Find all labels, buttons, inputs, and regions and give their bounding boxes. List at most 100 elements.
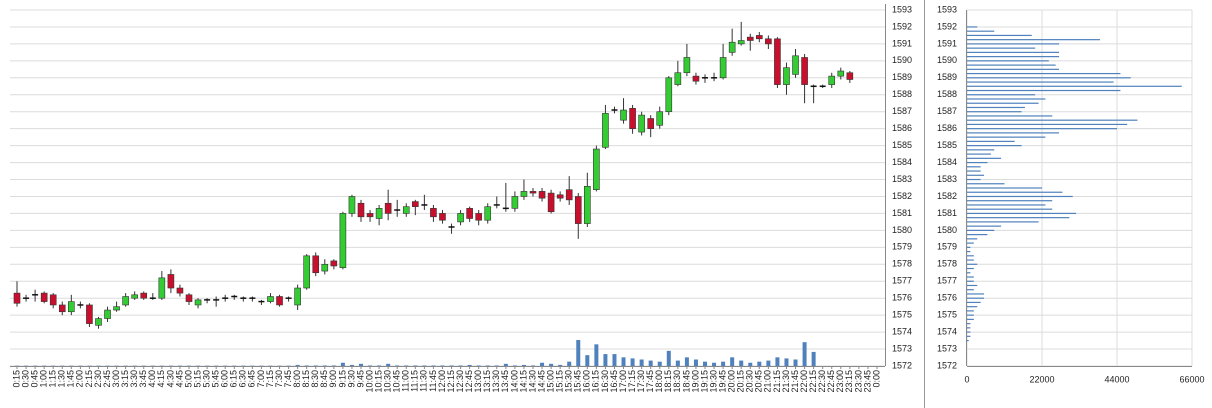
profile-bar bbox=[967, 310, 974, 312]
x-tick-label: 4:00 bbox=[147, 370, 157, 388]
y-tick-label: 1590 bbox=[937, 55, 957, 65]
x-tick-label: 0:30 bbox=[20, 370, 30, 388]
profile-bar bbox=[967, 153, 991, 155]
x-tick-label: 13:00 bbox=[473, 370, 483, 393]
x-tick-label: 18:30 bbox=[672, 370, 682, 393]
volume-bar bbox=[757, 361, 762, 366]
y-tick-label: 1588 bbox=[937, 89, 957, 99]
x-tick-label: 14:30 bbox=[527, 370, 537, 393]
volume-bar bbox=[440, 365, 445, 366]
x-tick-label: 8:15 bbox=[301, 370, 311, 388]
profile-bar bbox=[967, 123, 1128, 126]
candle-body bbox=[348, 196, 356, 214]
x-tick-label: 13:15 bbox=[482, 370, 492, 393]
x-tick-label: 5:30 bbox=[201, 370, 211, 388]
candle-body bbox=[593, 148, 600, 190]
x-tick-label: 66000 bbox=[1179, 374, 1204, 384]
profile-bar bbox=[967, 178, 981, 181]
y-tick-label: 1572 bbox=[892, 360, 912, 370]
x-tick-label: 16:30 bbox=[600, 370, 610, 393]
y-tick-label: 1591 bbox=[892, 38, 912, 48]
x-tick-label: 7:00 bbox=[256, 370, 266, 388]
x-tick-label: 5:45 bbox=[211, 370, 221, 388]
profile-bar bbox=[967, 119, 1138, 121]
candle-body bbox=[647, 118, 654, 129]
x-tick-label: 18:00 bbox=[654, 370, 664, 393]
volume-bar bbox=[648, 360, 653, 366]
profile-bar bbox=[967, 157, 1002, 159]
candle-body bbox=[384, 202, 392, 214]
volume-bar bbox=[639, 359, 644, 366]
volume-bar bbox=[766, 360, 771, 366]
x-tick-label: 1:15 bbox=[48, 370, 58, 388]
candle-body bbox=[683, 57, 691, 74]
candle-body bbox=[846, 72, 854, 80]
x-tick-label: 6:30 bbox=[238, 370, 248, 388]
profile-bar bbox=[967, 339, 969, 342]
x-tick-label: 0:15 bbox=[11, 370, 21, 388]
candle-body bbox=[439, 213, 446, 221]
candle-body bbox=[86, 304, 93, 324]
candle-body bbox=[529, 191, 537, 194]
profile-bar bbox=[967, 106, 1025, 109]
candle-body bbox=[185, 294, 193, 302]
volume-bar bbox=[540, 362, 545, 366]
candle-body bbox=[194, 299, 202, 306]
profile-bar bbox=[967, 331, 971, 333]
volume-bar bbox=[811, 351, 816, 366]
candle-body bbox=[466, 208, 473, 219]
volume-bar bbox=[775, 357, 780, 366]
candle-body bbox=[412, 201, 419, 207]
profile-bar bbox=[967, 43, 1060, 45]
x-tick-label: 17:15 bbox=[627, 370, 637, 393]
x-tick-label: 23:15 bbox=[844, 370, 854, 393]
profile-bar bbox=[967, 280, 974, 282]
profile-bar bbox=[967, 60, 1049, 62]
y-tick-label: 1592 bbox=[892, 21, 912, 31]
x-tick-label: 44000 bbox=[1104, 374, 1129, 384]
profile-bar bbox=[967, 39, 1100, 41]
profile-bar bbox=[967, 195, 1073, 198]
x-tick-label: 0:00 bbox=[871, 370, 881, 388]
x-tick-label: 9:45 bbox=[355, 370, 365, 388]
profile-bar bbox=[967, 77, 1131, 79]
candle-body bbox=[828, 75, 836, 85]
x-tick-label: 22:15 bbox=[808, 370, 818, 393]
y-tick-label: 1585 bbox=[937, 140, 957, 150]
volume-bar bbox=[549, 363, 554, 366]
candle-body bbox=[167, 274, 175, 289]
volume-bar bbox=[567, 361, 572, 366]
x-tick-label: 7:15 bbox=[265, 370, 275, 388]
y-tick-label: 1589 bbox=[937, 72, 957, 82]
profile-bar bbox=[967, 250, 971, 253]
candle-body bbox=[638, 114, 645, 133]
candle-body bbox=[267, 296, 274, 302]
candle-body bbox=[756, 35, 763, 40]
candle-body bbox=[402, 206, 410, 214]
profile-bar bbox=[967, 136, 1046, 138]
x-tick-label: 10:30 bbox=[383, 370, 393, 393]
x-tick-label: 3:00 bbox=[111, 370, 121, 388]
y-tick-label: 1584 bbox=[892, 157, 912, 167]
y-tick-label: 1590 bbox=[892, 55, 912, 65]
x-tick-label: 16:00 bbox=[582, 370, 592, 393]
candle-body bbox=[801, 57, 808, 85]
y-tick-label: 1582 bbox=[937, 191, 957, 201]
candle-body bbox=[430, 208, 437, 218]
x-tick-label: 15:45 bbox=[573, 370, 583, 393]
x-tick-label: 21:15 bbox=[772, 370, 782, 393]
candle-body bbox=[765, 38, 772, 45]
candle-body bbox=[176, 287, 184, 294]
y-tick-label: 1592 bbox=[937, 21, 957, 31]
volume-bar bbox=[521, 364, 526, 366]
profile-bar bbox=[967, 187, 1042, 189]
volume-bar bbox=[739, 360, 744, 366]
profile-bar bbox=[967, 335, 971, 337]
profile-bar bbox=[967, 145, 1022, 147]
volume-bar bbox=[377, 365, 382, 366]
y-tick-label: 1583 bbox=[937, 174, 957, 184]
x-tick-label: 13:45 bbox=[500, 370, 510, 393]
y-tick-label: 1584 bbox=[937, 157, 957, 167]
x-tick-label: 11:15 bbox=[410, 370, 420, 392]
